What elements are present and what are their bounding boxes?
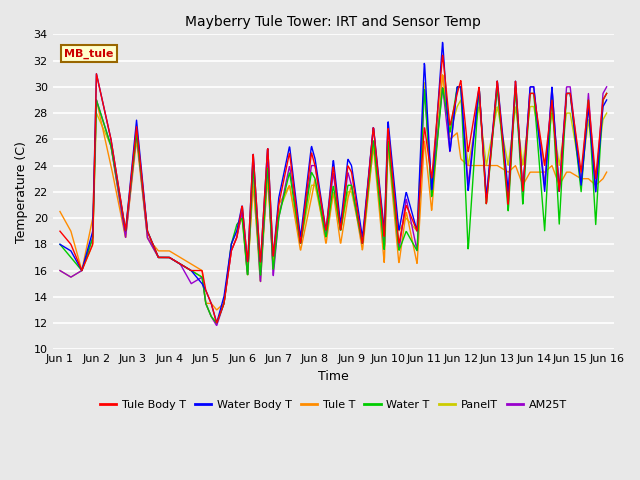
Legend: Tule Body T, Water Body T, Tule T, Water T, PanelT, AM25T: Tule Body T, Water Body T, Tule T, Water… (95, 396, 572, 415)
Y-axis label: Temperature (C): Temperature (C) (15, 141, 28, 243)
Title: Mayberry Tule Tower: IRT and Sensor Temp: Mayberry Tule Tower: IRT and Sensor Temp (186, 15, 481, 29)
Text: MB_tule: MB_tule (64, 48, 113, 59)
X-axis label: Time: Time (318, 370, 349, 383)
